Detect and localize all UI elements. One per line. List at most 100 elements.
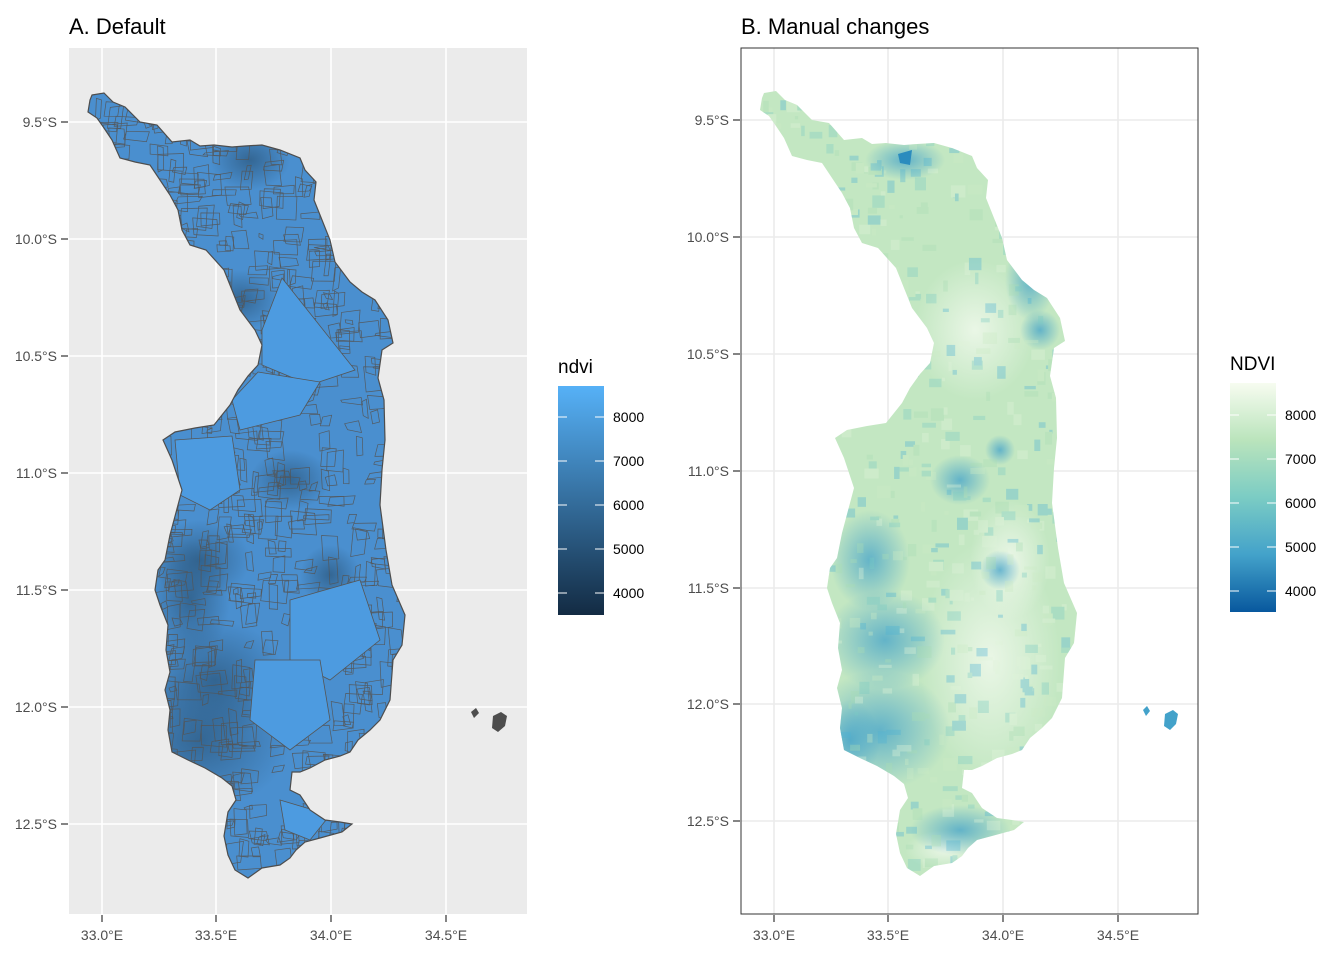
- panel-a-district: [248, 513, 256, 534]
- panel-b-cell: [942, 804, 955, 817]
- panel-b-cell: [896, 607, 907, 614]
- panel-a-district: [236, 201, 246, 221]
- panel-a-district: [245, 551, 254, 572]
- panel-b-low-ndvi-zone: [930, 455, 990, 505]
- panel-a-district: [323, 253, 332, 277]
- panel-b-cell: [1034, 723, 1043, 732]
- panel-a-district: [262, 188, 281, 209]
- panel-b-cell: [970, 597, 974, 601]
- panel-b-cell: [1009, 713, 1018, 726]
- panel-a-district: [342, 703, 355, 729]
- panel-a-district: [232, 771, 253, 793]
- panel-b-cell: [857, 497, 866, 507]
- panel-b-cell: [968, 257, 982, 271]
- panel-b-cell: [952, 563, 964, 574]
- panel-b-cell: [924, 739, 930, 746]
- panel-a-district: [107, 105, 124, 129]
- panel-b-cell: [854, 696, 864, 704]
- panel-a-x-tick-label: 34.0°E: [310, 927, 352, 943]
- panel-a-district: [185, 227, 198, 238]
- panel-a-district: [123, 131, 150, 143]
- panel-a-district: [281, 613, 291, 627]
- panel-b-cell: [1045, 566, 1056, 579]
- panel-b-cell: [985, 303, 997, 313]
- panel-a-district: [216, 516, 232, 541]
- panel-b-cell: [1061, 647, 1075, 653]
- panel-b-cell: [889, 522, 901, 528]
- panel-a-y-tick-label: 12.0°S: [15, 699, 57, 715]
- panel-a-district: [235, 593, 243, 610]
- panel-a-district: [233, 808, 248, 836]
- panel-a-y-tick-label: 12.5°S: [15, 816, 57, 832]
- panel-b-cell: [930, 408, 944, 421]
- panel-b-dark-spot: [898, 150, 912, 165]
- panel-b-cell: [872, 675, 883, 681]
- panel-a-district: [326, 449, 344, 473]
- panel-a-district: [270, 744, 285, 758]
- panel-a-district: [229, 726, 256, 749]
- panel-b-x-tick-label: 34.0°E: [982, 927, 1024, 943]
- panel-b-cell: [980, 318, 990, 323]
- panel-a-district: [165, 581, 183, 602]
- panel-b-cell: [930, 570, 937, 576]
- panel-b-cell: [950, 647, 956, 655]
- panel-b-cell: [1022, 678, 1030, 692]
- panel-a-district: [174, 195, 203, 205]
- panel-a-district: [263, 164, 282, 187]
- panel-b-cell: [901, 237, 914, 241]
- panel-b-legend-label: 6000: [1285, 495, 1316, 511]
- panel-a-district: [294, 558, 314, 571]
- panel-a-district: [241, 519, 265, 535]
- panel-b-y-tick-label: 10.5°S: [687, 346, 729, 362]
- panel-b-cell: [922, 859, 938, 869]
- panel-b-cell: [890, 239, 900, 250]
- panel-b-cell: [1035, 654, 1047, 663]
- panel-a-district: [277, 540, 287, 552]
- panel-b-cell: [982, 535, 997, 548]
- panel-a-district: [313, 289, 330, 309]
- panel-b-cell: [910, 636, 925, 642]
- panel-b-cell: [945, 589, 950, 599]
- panel-a-district: [170, 528, 193, 538]
- panel-b-cell: [946, 675, 955, 683]
- panel-a-district: [204, 541, 228, 567]
- panel-b-cell: [943, 407, 948, 415]
- panel-b-cell: [891, 519, 900, 524]
- panel-b-cell: [926, 293, 937, 304]
- panel-a-district: [181, 717, 203, 742]
- panel-b-cell: [1037, 643, 1042, 647]
- panel-b-cell: [970, 468, 985, 475]
- panel-b-cell: [801, 125, 805, 137]
- panel-b-cell: [794, 116, 799, 120]
- panel-b-y-tick-label: 12.5°S: [687, 813, 729, 829]
- panel-a-district: [344, 319, 354, 325]
- panel-a-district: [246, 437, 272, 452]
- panel-b-cell: [940, 629, 956, 635]
- panel-b-y-tick-label: 12.0°S: [687, 696, 729, 712]
- panel-b-cell: [967, 647, 973, 652]
- panel-a-district: [290, 466, 310, 485]
- panel-b-cell: [905, 844, 914, 850]
- panel-a-district: [320, 447, 337, 467]
- panel-b-cell: [866, 183, 877, 188]
- panel-a-district: [275, 469, 287, 488]
- panel-a-district: [223, 524, 247, 535]
- panel-b-cell: [886, 729, 901, 735]
- panel-b-cell: [845, 584, 856, 588]
- panel-a-district: [198, 549, 212, 573]
- panel-b-cell: [967, 184, 983, 195]
- panel-b-cell: [948, 361, 952, 372]
- panel-b-cell: [895, 831, 904, 837]
- panel-b-cell: [954, 694, 967, 704]
- panel-b-cell: [960, 445, 971, 457]
- panel-b-cell: [971, 360, 983, 370]
- panel-b-cell: [1007, 538, 1019, 543]
- panel-b-low-ndvi-zone: [985, 435, 1015, 465]
- panel-a-district: [209, 619, 235, 627]
- panel-a-district: [183, 663, 196, 683]
- panel-b-cell: [974, 819, 984, 823]
- panel-a-district: [327, 495, 356, 507]
- panel-a-district: [260, 579, 290, 605]
- panel-a-district: [290, 510, 317, 536]
- panel-b-cell: [839, 731, 851, 738]
